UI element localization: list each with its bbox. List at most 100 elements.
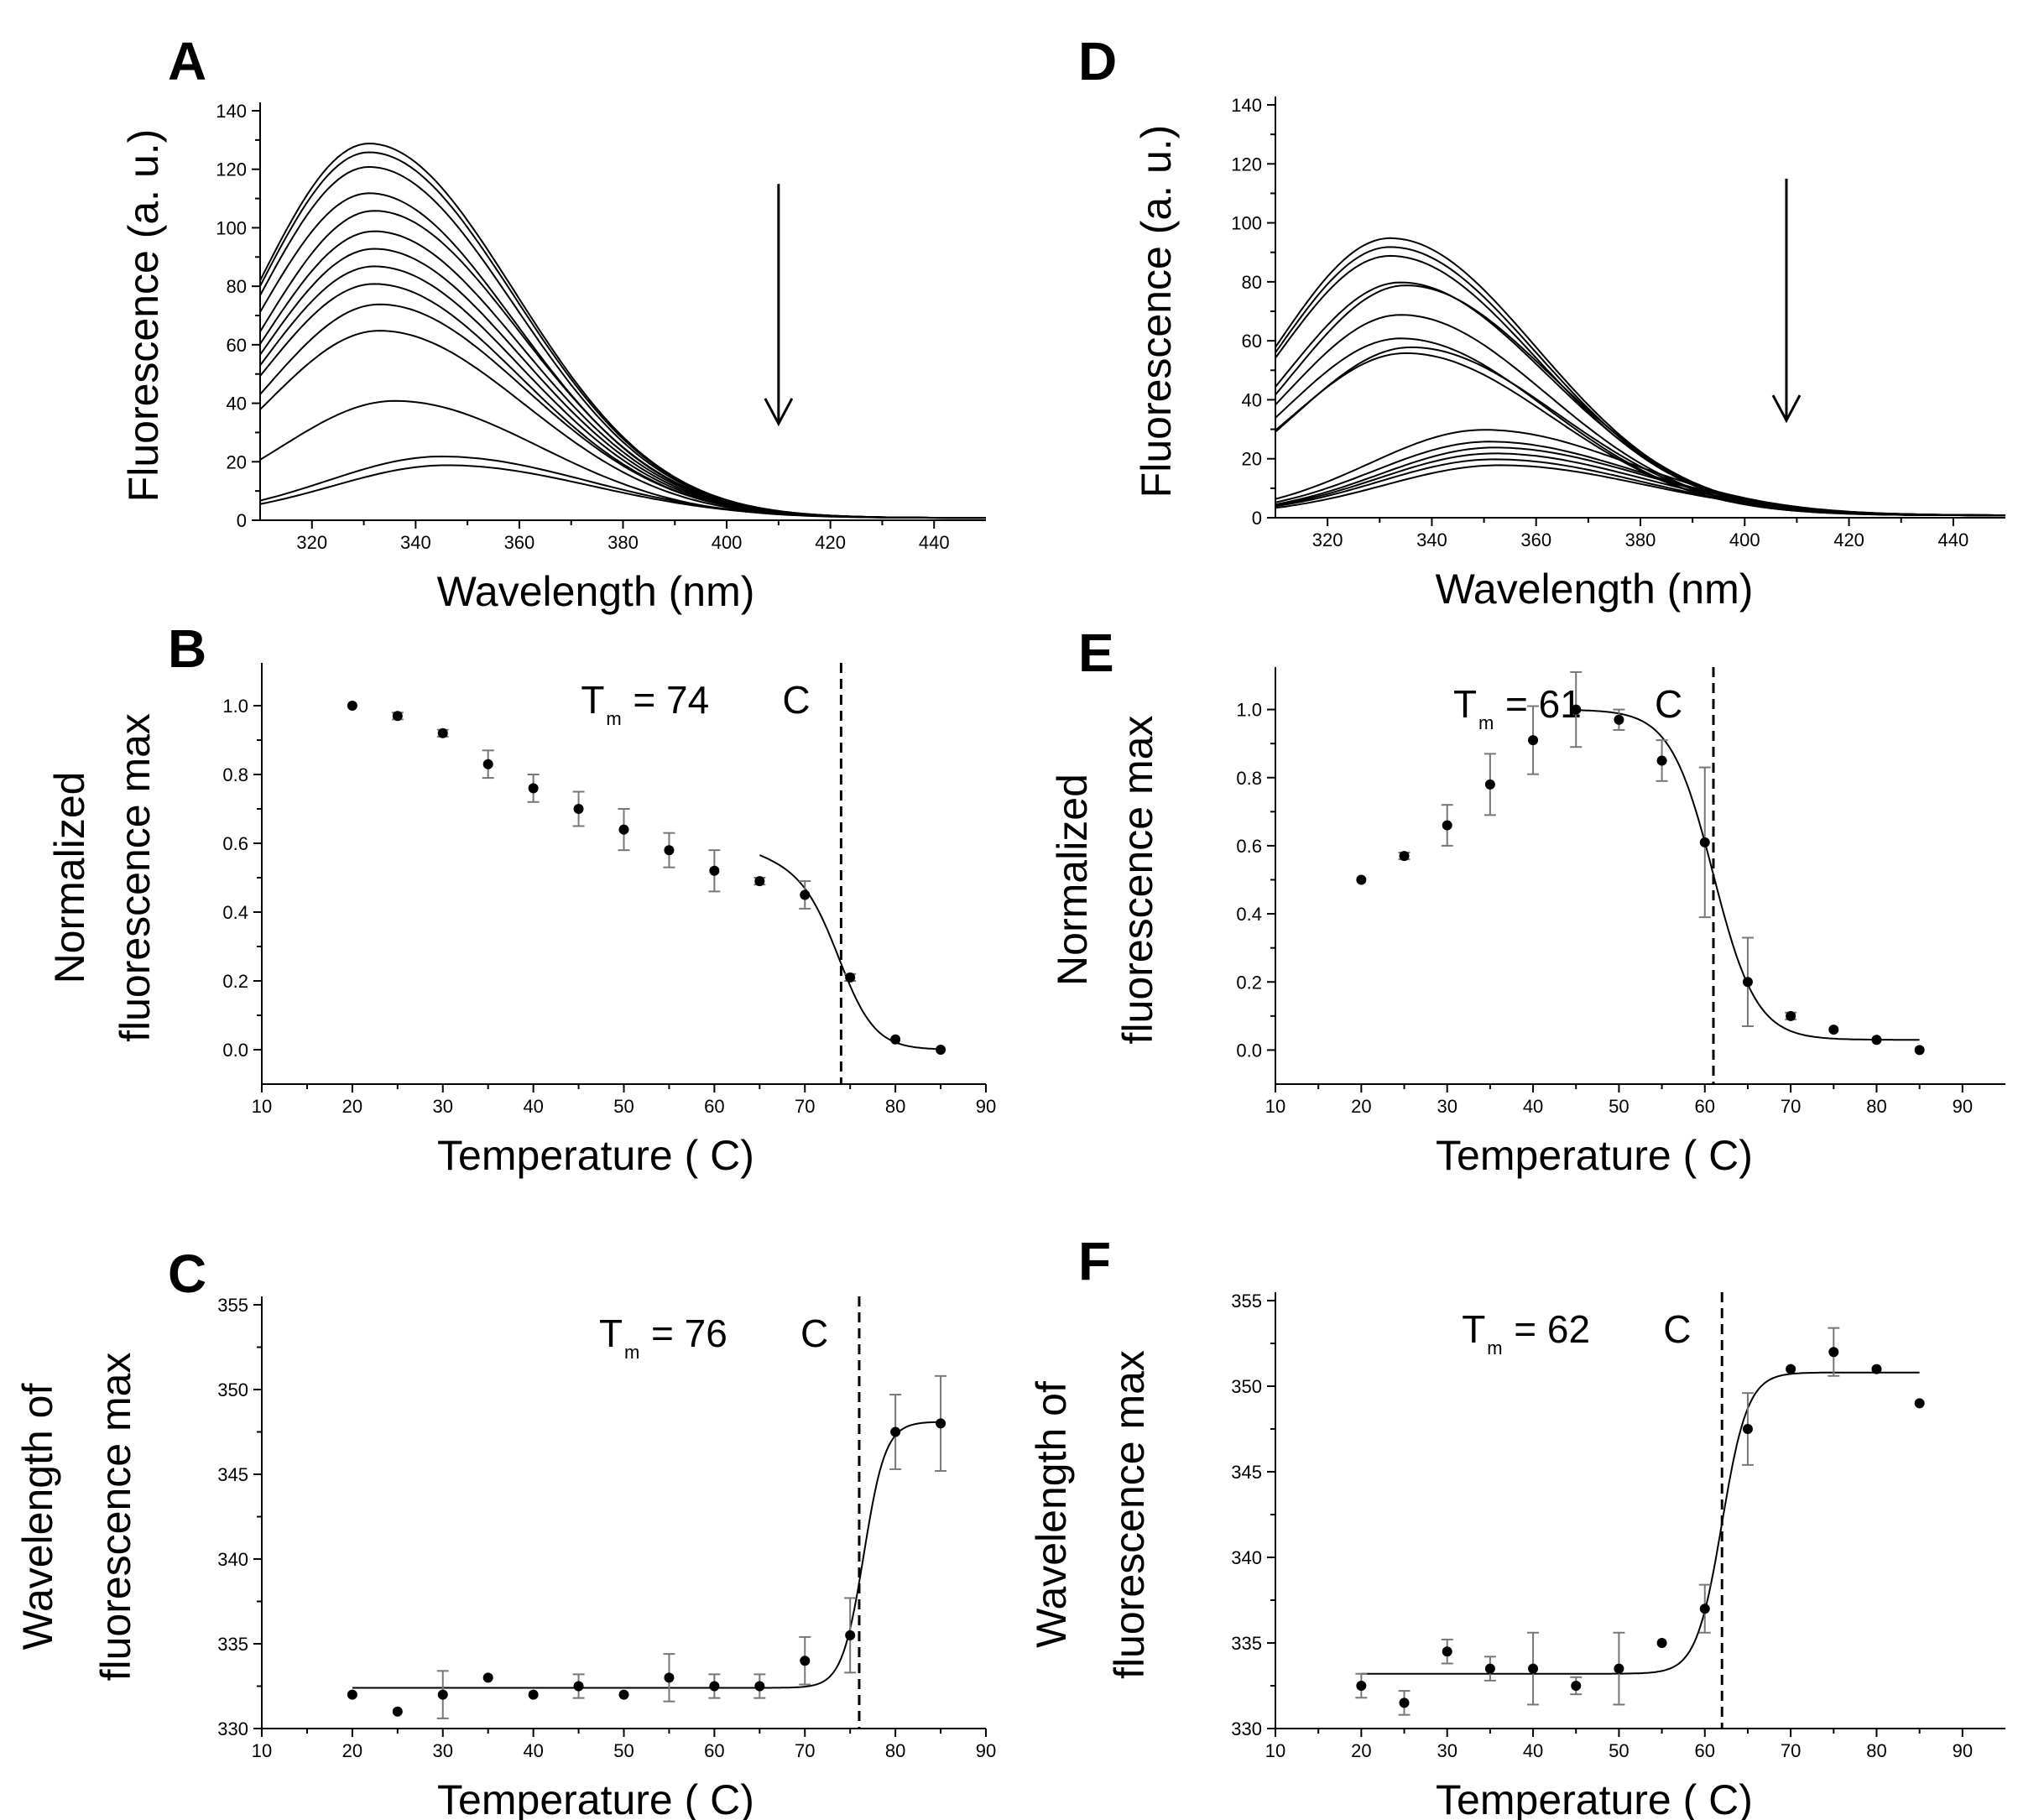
y-tick-label: 0.0 bbox=[222, 1040, 248, 1061]
x-tick-label: 80 bbox=[1866, 1740, 1886, 1761]
data-point bbox=[437, 727, 448, 738]
y-tick-label: 345 bbox=[1231, 1462, 1262, 1483]
y-tick-label: 0.2 bbox=[222, 971, 248, 992]
x-tick-label: 90 bbox=[976, 1740, 996, 1761]
data-point bbox=[392, 711, 403, 722]
x-tick-label: 90 bbox=[1953, 1096, 1973, 1117]
y-tick-label: 0.4 bbox=[222, 902, 248, 923]
data-point bbox=[664, 845, 675, 856]
data-point bbox=[1914, 1398, 1925, 1409]
x-tick-label: 40 bbox=[523, 1740, 543, 1761]
x-tick-label: 380 bbox=[607, 532, 639, 553]
x-tick-label: 20 bbox=[342, 1096, 362, 1117]
data-point bbox=[1528, 735, 1539, 746]
panel-f: F 10 20 30 40 50 60 70 80 90 330 335 340 345 350 355 Tem… bbox=[1028, 1231, 2005, 1820]
x-tick-label: 360 bbox=[1520, 529, 1551, 550]
y-tick-label: 335 bbox=[1231, 1633, 1262, 1654]
x-tick-label: 40 bbox=[523, 1096, 543, 1117]
x-tick-label: 320 bbox=[1312, 529, 1343, 550]
x-tick-label: 70 bbox=[795, 1740, 815, 1761]
arrow-head bbox=[764, 398, 794, 427]
y-tick-label: 335 bbox=[217, 1634, 248, 1655]
y-tick-label: 0.8 bbox=[1236, 768, 1262, 789]
x-tick-label: 50 bbox=[1609, 1740, 1629, 1761]
panel-letter: B bbox=[168, 618, 206, 679]
plot-area bbox=[759, 854, 941, 1051]
y-tick-label: 355 bbox=[217, 1295, 248, 1316]
y-tick-label: 340 bbox=[1231, 1547, 1262, 1568]
data-point bbox=[347, 701, 357, 711]
spectrum-line bbox=[260, 192, 986, 519]
panel-c: C 10 20 30 40 50 60 70 80 90 330 335 340 345 350 355 Tem… bbox=[14, 1244, 996, 1820]
data-point bbox=[1399, 851, 1410, 862]
x-tick-label: 60 bbox=[704, 1740, 724, 1761]
x-tick-label: 50 bbox=[613, 1096, 634, 1117]
y-axis-title: Wavelength of bbox=[1028, 1381, 1075, 1648]
x-axis-title: Wavelength (nm) bbox=[437, 568, 755, 615]
panel-letter: C bbox=[168, 1244, 206, 1304]
x-tick-label: 60 bbox=[704, 1096, 724, 1117]
y-tick-label: 1.0 bbox=[222, 696, 248, 717]
data-point bbox=[1656, 755, 1667, 766]
tm-label-sub: m bbox=[1478, 712, 1494, 733]
y-tick-label: 60 bbox=[1242, 331, 1262, 352]
tm-label-prefix: T bbox=[599, 1312, 623, 1355]
data-point bbox=[709, 1681, 720, 1692]
spectrum-line bbox=[260, 230, 986, 519]
tm-label-prefix: T bbox=[1462, 1307, 1485, 1351]
x-axis-title: Wavelength (nm) bbox=[1436, 566, 1754, 613]
y-tick-label: 1.0 bbox=[1236, 700, 1262, 721]
x-tick-label: 30 bbox=[1437, 1096, 1457, 1117]
data-point bbox=[936, 1418, 946, 1429]
data-point bbox=[936, 1045, 946, 1055]
y-axis-title: fluorescence max bbox=[1106, 1350, 1153, 1679]
plot-area bbox=[260, 142, 986, 519]
y-tick-label: 345 bbox=[217, 1464, 248, 1485]
panel-letter: F bbox=[1078, 1231, 1111, 1291]
y-tick-label: 60 bbox=[227, 335, 247, 356]
spectrum-line bbox=[260, 464, 986, 519]
y-axis-title: fluorescence max bbox=[1114, 716, 1161, 1045]
x-tick-label: 80 bbox=[1866, 1096, 1886, 1117]
data-point bbox=[1571, 704, 1582, 715]
data-point bbox=[1828, 1347, 1839, 1358]
y-tick-label: 355 bbox=[1231, 1291, 1262, 1312]
x-tick-label: 70 bbox=[1781, 1096, 1801, 1117]
y-tick-label: 330 bbox=[1231, 1718, 1262, 1739]
x-axis-title: Temperature ( C) bbox=[1436, 1132, 1753, 1179]
data-point bbox=[845, 1630, 856, 1640]
fit-curve bbox=[759, 854, 941, 1051]
y-tick-label: 120 bbox=[216, 159, 247, 180]
data-point bbox=[1871, 1364, 1882, 1374]
data-point bbox=[890, 1034, 901, 1045]
tm-label-unit: C bbox=[782, 678, 810, 722]
tm-label-unit: C bbox=[1663, 1307, 1691, 1351]
y-tick-label: 20 bbox=[227, 451, 247, 472]
x-tick-label: 30 bbox=[433, 1740, 453, 1761]
plot-area bbox=[352, 1421, 941, 1689]
plot-area bbox=[1361, 1371, 1920, 1675]
data-point bbox=[845, 972, 856, 983]
tm-label-sub: m bbox=[1487, 1338, 1502, 1358]
y-tick-label: 350 bbox=[217, 1379, 248, 1400]
data-point bbox=[1614, 714, 1624, 725]
tm-label-unit: C bbox=[800, 1312, 828, 1355]
tm-label-sub: m bbox=[606, 708, 621, 729]
tm-label-unit: C bbox=[1655, 682, 1682, 726]
tm-label-value: = 62 bbox=[1514, 1307, 1590, 1351]
y-axis-title: Fluorescence (a. u.) bbox=[1133, 125, 1180, 498]
y-tick-label: 40 bbox=[1242, 389, 1262, 410]
data-point bbox=[1786, 1364, 1796, 1374]
x-tick-label: 340 bbox=[1416, 529, 1447, 550]
tm-label-sub: m bbox=[624, 1342, 639, 1363]
data-point bbox=[664, 1672, 675, 1683]
spectrum-line bbox=[260, 151, 986, 519]
fit-curve bbox=[352, 1421, 941, 1689]
data-point bbox=[1442, 820, 1452, 831]
data-point bbox=[1699, 837, 1710, 847]
panel-e: E 10 20 30 40 50 60 70 80 90 0.0 0.2 0.4 0.6 0.8 1.0 Tem… bbox=[1049, 623, 2005, 1179]
data-point bbox=[1742, 1424, 1753, 1434]
x-tick-label: 20 bbox=[342, 1740, 362, 1761]
tm-label-value: = 61 bbox=[1505, 682, 1582, 726]
x-tick-label: 50 bbox=[613, 1740, 634, 1761]
